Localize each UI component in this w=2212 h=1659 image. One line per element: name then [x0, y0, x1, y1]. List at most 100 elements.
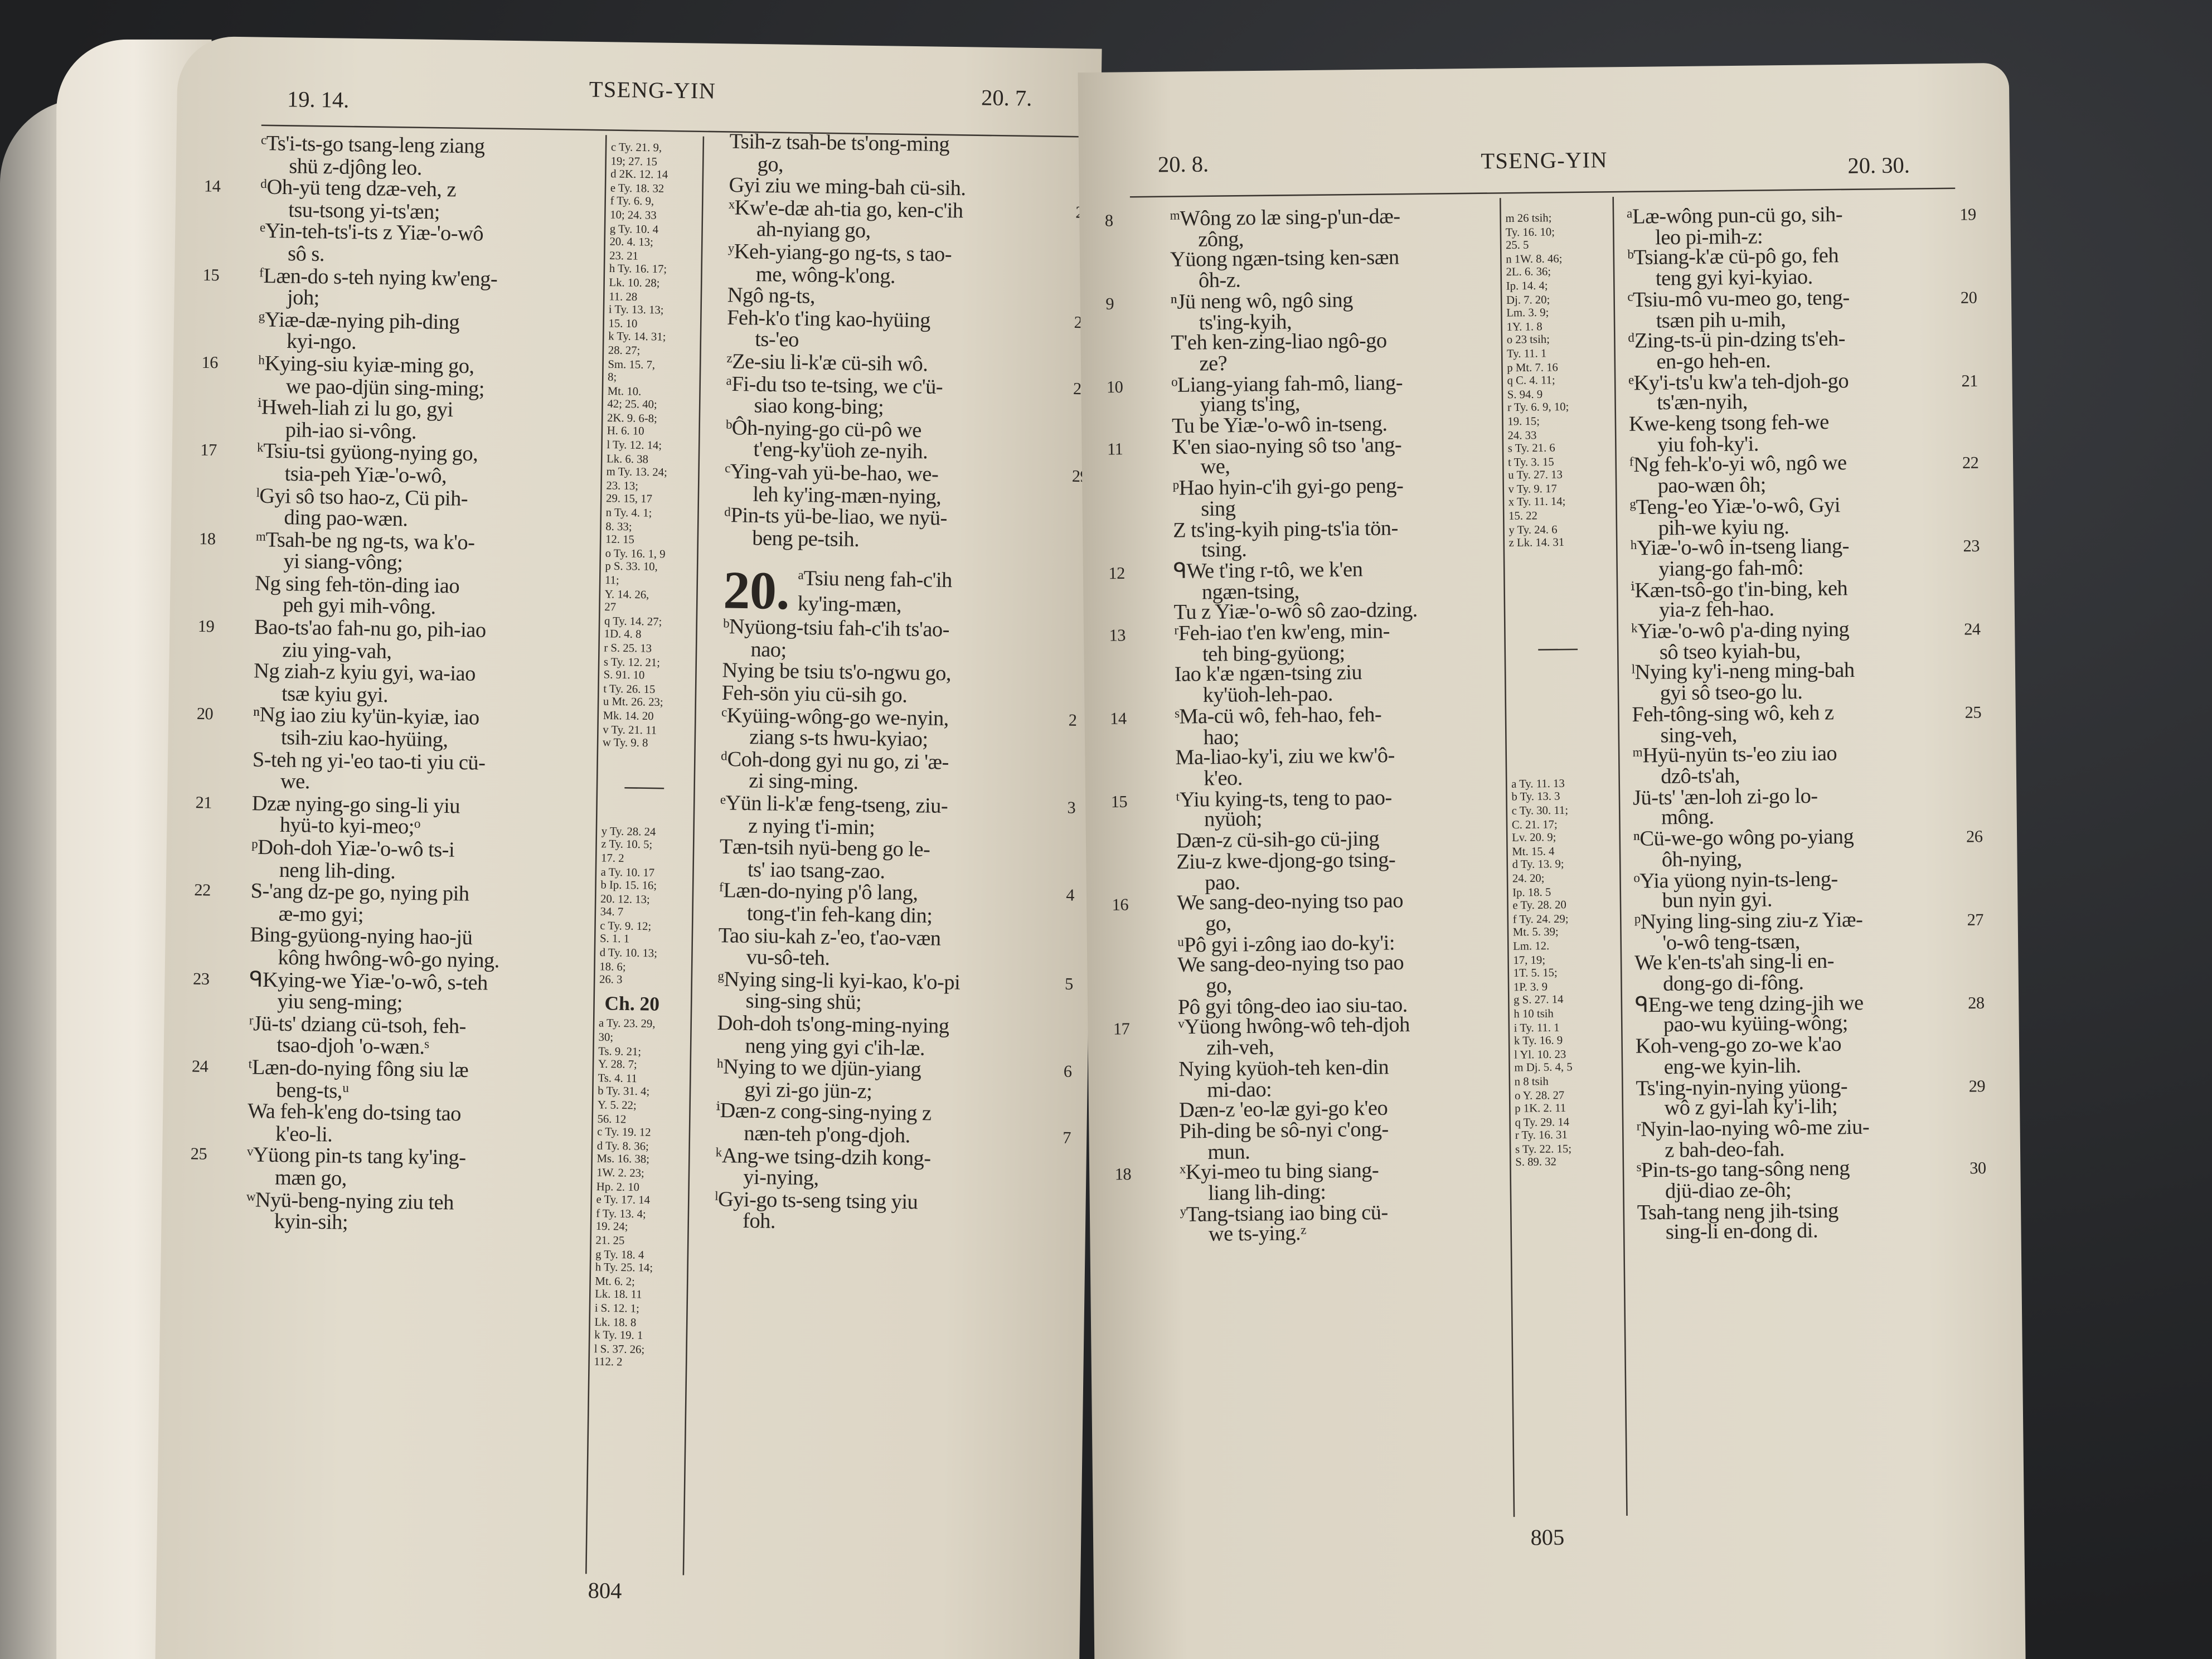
reference-entry: Dj. 7. 20; [1506, 293, 1550, 306]
reference-entry: 30; [598, 1031, 614, 1044]
header-verse-start: 19. 14. [287, 88, 350, 113]
reference-entry: b Ty. 31. 4; [598, 1085, 650, 1099]
left-page: 19. 14. TSENG-YIN 20. 7. ᶜTs'i-ts-go tsa… [155, 36, 1102, 1659]
verse-number: 30 [1970, 1158, 1986, 1178]
reference-entry: 18. 6; [599, 959, 626, 973]
reference-entry: e Ty. 18. 32 [610, 181, 664, 195]
verse-number: 5 [1064, 973, 1074, 994]
right-page: 20. 8. TSENG-YIN 20. 30. 8 ᵐWông zo læ si… [1078, 62, 2026, 1659]
verse-number: 14 [203, 176, 221, 197]
verse-number: 26 [1966, 826, 1983, 847]
verse-number: 28 [1967, 992, 1985, 1013]
reference-entry: S. 91. 10 [603, 668, 645, 682]
text-column-2: Tsih-z tsah-be ts'ong-ming go, Gyi ziu we … [714, 130, 1092, 1237]
reference-entry: Lm. 3. 9; [1506, 306, 1549, 320]
verse-line: 26 ⁿCü-we-go wông po-yiang [1633, 825, 1983, 852]
header-verse-end: 20. 30. [1847, 154, 1910, 179]
reference-entry: f Ty. 6. 9, [610, 195, 654, 208]
reference-entry: Y. 5. 22; [597, 1098, 637, 1112]
page-number: 805 [1530, 1526, 1565, 1551]
reference-entry: n 1W. 8. 46; [1506, 252, 1563, 266]
verse-number: 20 [1960, 287, 1977, 308]
reference-entry: 19; 27. 15 [610, 154, 658, 168]
verse-number: 6 [1063, 1061, 1072, 1081]
reference-entry: 17, 19; [1513, 953, 1546, 967]
verse-line: Nying kyüoh-teh ken-din [1178, 1055, 1389, 1081]
verse-number: 9 [1105, 293, 1114, 314]
reference-entry: f Ty. 13. 4; [596, 1206, 646, 1220]
verse-line: Ziu-z kwe-djong-go tsing- [1176, 847, 1396, 874]
reference-entry: o Y. 28. 27 [1514, 1088, 1565, 1102]
reference-entry: 17. 2 [600, 851, 624, 865]
verse-number: 18 [1114, 1164, 1132, 1185]
reference-entry: 27 [604, 600, 617, 614]
reference-entry: H. 6. 10 [607, 425, 644, 438]
reference-entry: p S. 33. 10, [605, 560, 658, 574]
verse-number: 19 [197, 616, 215, 637]
verse-number: 19 [1959, 204, 1976, 225]
column-divider [1612, 197, 1628, 1516]
reference-entry: 26. 3 [599, 973, 623, 987]
reference-entry: g Ty. 10. 4 [609, 222, 659, 236]
verse-line: 20 ᶜTsiu-mô vu-meo go, teng- [1627, 285, 1977, 312]
reference-entry: i Ty. 13. 13; [608, 303, 664, 317]
reference-entry: l S. 37. 26; [594, 1342, 645, 1356]
reference-divider [1538, 648, 1578, 651]
reference-entry: S. 89. 32 [1515, 1156, 1557, 1170]
reference-entry: w Ty. 9. 8 [602, 736, 648, 750]
reference-entry: 24. 33 [1507, 428, 1537, 442]
reference-entry: 19. 24; [595, 1220, 628, 1234]
verse-number: 25 [1964, 702, 1982, 722]
reference-entry: S. 1. 1 [599, 933, 630, 946]
reference-entry: c Ty. 19. 12 [597, 1126, 651, 1139]
reference-entry: i S. 12. 1; [594, 1301, 640, 1315]
reference-entry: s Ty. 22. 15; [1515, 1142, 1572, 1156]
reference-entry: 21. 25 [595, 1234, 625, 1247]
reference-entry: Ty. 11. 1 [1506, 347, 1547, 360]
reference-divider [624, 787, 664, 789]
verse-number: 23 [1963, 536, 1980, 556]
chapter-start-block: 20. ᵃTsiu neng fah-c'ih ky'ing-mæn, [723, 562, 1063, 622]
reference-entry: 23. 13; [606, 479, 639, 492]
reference-entry: Ms. 16. 38; [596, 1152, 650, 1166]
verse-line: 9 ⁿJü neng wô, ngô sing [1105, 288, 1354, 314]
header-title: TSENG-YIN [1481, 149, 1608, 174]
reference-entry: z Ty. 10. 5; [601, 838, 653, 852]
reference-entry: Ts. 9. 21; [598, 1044, 642, 1058]
reference-entry: l Yl. 10. 23 [1514, 1047, 1566, 1061]
reference-entry: Y. 28. 7; [598, 1058, 637, 1071]
verse-number: 15 [1110, 791, 1128, 811]
reference-entry: k Ty. 14. 31; [608, 330, 666, 344]
reference-entry: f Ty. 24. 29; [1512, 912, 1569, 926]
reference-entry: Lv. 20. 9; [1512, 831, 1556, 845]
text-column-1: ᶜTs'i-ts-go tsang-leng ziang shü z-djông … [191, 132, 600, 1238]
reference-entry: 1Y. 1. 8 [1506, 319, 1542, 333]
verse-number: 22 [1962, 453, 1979, 473]
reference-entry: 11; [604, 574, 619, 587]
reference-entry: Lm. 12. [1513, 939, 1550, 953]
reference-entry: Mt. 10. [607, 384, 642, 398]
reference-entry: 20. 4. 13; [609, 235, 653, 249]
verse-number: 16 [1112, 895, 1129, 915]
page-header: 20. 8. TSENG-YIN 20. 30. [1079, 145, 2010, 188]
verse-number: 15 [202, 264, 220, 284]
reference-entry: p 1K. 2. 11 [1515, 1102, 1566, 1115]
verse-number: 21 [195, 792, 212, 812]
reference-entry: q C. 4. 11; [1507, 373, 1555, 387]
reference-entry: Hp. 2. 10 [596, 1180, 640, 1194]
reference-entry: 2L. 6. 36; [1506, 265, 1551, 279]
reference-entry: g Ty. 18. 4 [595, 1247, 644, 1261]
verse-number: 14 [1109, 708, 1127, 729]
verse-number: 12 [1108, 562, 1126, 583]
verse-line: Pih-ding be sô-nyi c'ong- [1179, 1117, 1389, 1144]
reference-entry: r S. 25. 13 [604, 641, 652, 655]
reference-entry: r Ty. 16. 31 [1515, 1128, 1568, 1142]
verse-number: 22 [194, 880, 211, 900]
verse-line: 14 ˢMa-cü wô, feh-hao, feh- [1109, 702, 1382, 729]
reference-entry: q Ty. 29. 14 [1515, 1115, 1570, 1129]
header-verse-end: 20. 7. [981, 86, 1032, 111]
reference-entry: 1T. 5. 15; [1513, 966, 1558, 980]
reference-entry: 56. 12 [597, 1112, 627, 1126]
verse-number: 24 [1963, 619, 1981, 639]
reference-entry: e Ty. 28. 20 [1512, 899, 1566, 912]
